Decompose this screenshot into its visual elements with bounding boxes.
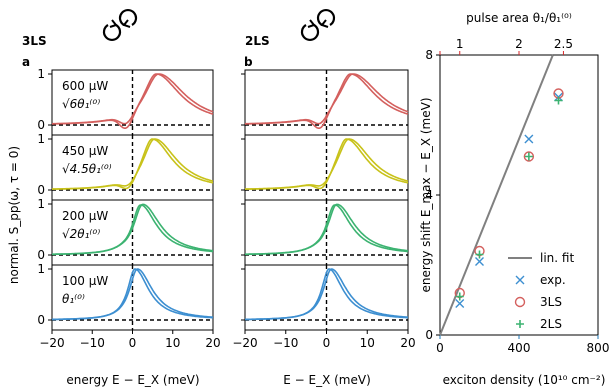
spectrum-curve: [245, 204, 409, 256]
panel-a-xlabel: energy E − E_X (meV): [66, 373, 199, 387]
panel-b: −20 −10 0 10 20: [232, 69, 416, 350]
y-tick-label: 0: [425, 328, 433, 342]
x-tick-label: −10: [273, 336, 298, 350]
panel-a-letter: a: [22, 55, 30, 69]
legend-2ls-marker: [516, 320, 524, 328]
pulse-area-label: √6θ₁⁽⁰⁾: [62, 97, 100, 111]
legend-3ls-marker: [514, 296, 526, 308]
y-tick-label: 8: [425, 48, 433, 62]
power-label: 450 μW: [62, 144, 108, 158]
y-tick-label: 1: [37, 67, 45, 81]
panel-b-letter: b: [244, 55, 253, 69]
spectrum-curve: [245, 203, 409, 255]
legend-label: exp.: [540, 273, 566, 287]
y-tick-label: 0: [37, 183, 45, 197]
power-label: 200 μW: [62, 209, 108, 223]
circular-polarization-icon-a: [102, 8, 138, 42]
scatter-ylabel: energy shift E_max − E_X (meV): [419, 97, 433, 292]
top-xlabel: pulse area θ₁/θ₁⁽⁰⁾: [466, 11, 572, 25]
pulse-area-label: √4.5θ₁⁽⁰⁾: [62, 162, 112, 176]
2ls-marker: [524, 152, 533, 161]
x-tick-label: −20: [232, 336, 257, 350]
spectrum-curve: [245, 268, 408, 321]
x-tick-label: 10: [165, 336, 180, 350]
x-tick-label: 400: [508, 341, 531, 355]
y-tick-label: 0: [37, 248, 45, 262]
power-label: 100 μW: [62, 274, 108, 288]
top-tick-label: 2: [515, 37, 523, 51]
legend-label: 2LS: [540, 317, 562, 331]
panel-b-model-label: 2LS: [245, 34, 270, 48]
x-tick-label: 20: [205, 336, 220, 350]
exp-marker: [524, 134, 534, 144]
exp-marker: [455, 299, 465, 308]
x-tick-label: 10: [360, 336, 375, 350]
spectrum-curve: [244, 138, 409, 190]
legend-exp-marker: [515, 275, 525, 285]
pulse-area-label: √2θ₁⁽⁰⁾: [62, 227, 100, 241]
power-label: 600 μW: [62, 79, 108, 93]
fit-line: [439, 54, 554, 336]
x-tick-label: 800: [587, 341, 610, 355]
y-tick-label: 1: [37, 132, 45, 146]
pulse-area-label: θ₁⁽⁰⁾: [62, 292, 85, 306]
spectrum-curve: [52, 73, 214, 129]
legend-fit-label: lin. fit: [540, 251, 574, 265]
2ls-marker: [455, 292, 464, 301]
exp-marker: [475, 257, 484, 266]
x-tick-label: 20: [400, 336, 415, 350]
x-tick-label: 0: [323, 336, 331, 350]
top-tick-label: 2.5: [554, 37, 573, 51]
y-tick-label: 1: [37, 197, 45, 211]
2ls-marker: [554, 96, 563, 105]
legend-label: 3LS: [540, 295, 562, 309]
spectrum-curve: [245, 73, 409, 129]
y-tick-label: 0: [37, 118, 45, 132]
x-tick-label: 0: [129, 336, 137, 350]
x-tick-label: 0: [436, 341, 444, 355]
top-tick-label: 1: [456, 37, 464, 51]
panel-b-xlabel: E − E_X (meV): [283, 373, 371, 387]
x-tick-label: −20: [39, 336, 64, 350]
y-tick-label: 1: [37, 262, 45, 276]
spectrum-curve: [51, 138, 214, 190]
2ls-marker: [475, 250, 484, 259]
circular-polarization-icon-b: [300, 8, 336, 42]
3ls-marker: [523, 151, 535, 162]
spectrum-curve: [52, 268, 213, 321]
x-tick-label: −10: [80, 336, 105, 350]
y-tick-label: 0: [37, 313, 45, 327]
spectrum-curve: [52, 204, 214, 256]
left-ylabel: normal. S_pp(ω, τ = 0): [7, 146, 21, 284]
panel-a-model-label: 3LS: [22, 34, 47, 48]
y-tick-label: 4: [425, 188, 433, 202]
bottom-xlabel: exciton density (10¹⁰ cm⁻²): [443, 373, 606, 387]
